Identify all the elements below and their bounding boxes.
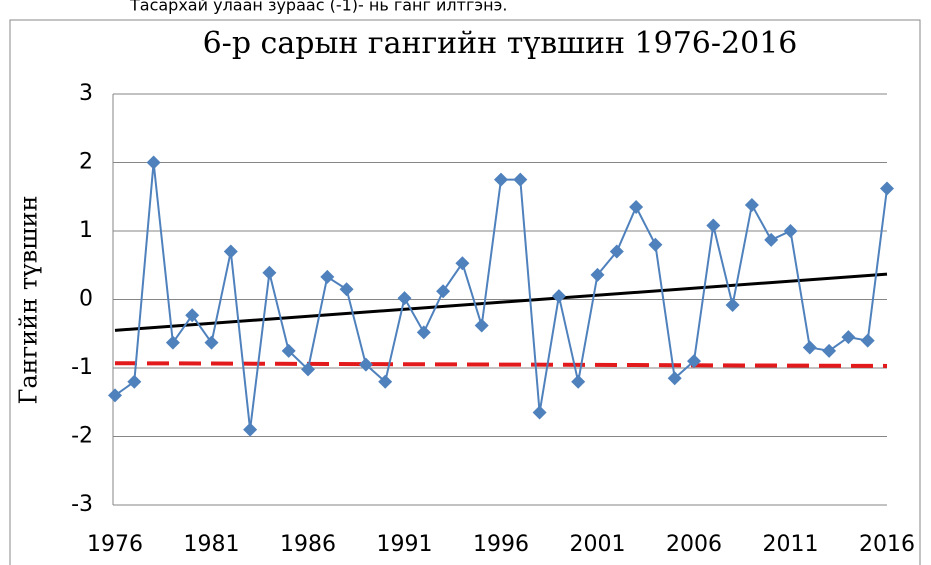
marker: [416, 325, 431, 340]
marker: [378, 374, 393, 389]
marker: [783, 224, 798, 238]
marker: [320, 269, 335, 284]
marker: [571, 374, 586, 389]
trend-line: [114, 272, 888, 332]
x-tick-label: 1996: [473, 532, 529, 557]
marker: [532, 405, 547, 420]
marker: [629, 200, 644, 215]
marker: [860, 333, 875, 348]
marker: [687, 354, 701, 369]
chart-border: [9, 19, 921, 565]
y-tick-label: 1: [79, 218, 93, 243]
marker: [281, 343, 296, 358]
marker: [108, 388, 122, 403]
marker: [455, 256, 470, 271]
x-tick-label: 2001: [570, 532, 626, 557]
marker: [609, 244, 624, 259]
x-tick-label: 1986: [280, 532, 336, 557]
y-axis-label: Гангийн түвшин: [15, 195, 43, 404]
marker: [223, 244, 238, 259]
y-tick-label: 2: [79, 150, 93, 175]
marker: [339, 282, 354, 297]
marker: [494, 172, 508, 187]
chart-title: 6-р сарын гангийн түвшин 1976-2016: [203, 26, 798, 61]
y-tick-label: 3: [79, 81, 93, 106]
marker: [667, 371, 682, 386]
marker: [551, 289, 566, 304]
marker: [127, 374, 142, 389]
marker: [474, 318, 489, 333]
marker: [146, 155, 161, 170]
marker: [165, 335, 180, 350]
marker: [802, 340, 817, 355]
marker: [822, 343, 837, 358]
marker: [358, 357, 373, 372]
marker: [725, 297, 740, 312]
marker: [397, 291, 412, 306]
x-tick-label: 2006: [666, 532, 722, 557]
marker: [204, 335, 219, 350]
y-tick-label: -2: [71, 424, 93, 449]
x-tick-label: 1991: [377, 532, 433, 557]
marker: [513, 172, 528, 187]
marker: [764, 232, 779, 247]
marker: [436, 284, 451, 299]
marker: [590, 267, 605, 282]
threshold-line: [114, 361, 888, 368]
marker: [744, 197, 759, 212]
x-tick-label: 2016: [859, 532, 915, 557]
x-tick-label: 2011: [763, 532, 819, 557]
marker: [648, 237, 663, 252]
marker: [262, 265, 277, 280]
x-tick-label: 1981: [184, 532, 240, 557]
y-tick-label: 0: [79, 287, 93, 312]
marker: [243, 422, 258, 437]
marker: [706, 218, 721, 233]
marker: [841, 330, 856, 345]
marker: [185, 308, 200, 323]
y-tick-label: -3: [71, 492, 93, 517]
marker: [880, 181, 894, 196]
x-tick-label: 1976: [87, 532, 143, 557]
marker: [301, 362, 315, 377]
y-tick-label: -1: [71, 355, 93, 380]
note: Тасархай улаан зураас (-1)- нь ганг илтг…: [129, 0, 507, 15]
